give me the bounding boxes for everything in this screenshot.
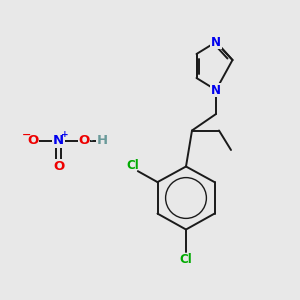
Text: +: + [61, 130, 69, 139]
Text: N: N [211, 35, 221, 49]
Text: O: O [27, 134, 39, 148]
Text: Cl: Cl [180, 253, 192, 266]
Text: ·: · [90, 136, 93, 146]
Text: N: N [211, 83, 221, 97]
Text: H: H [96, 134, 108, 148]
Text: O: O [53, 160, 64, 173]
Text: −: − [22, 129, 32, 140]
Text: O: O [78, 134, 90, 148]
Text: Cl: Cl [126, 159, 139, 172]
Text: N: N [53, 134, 64, 148]
